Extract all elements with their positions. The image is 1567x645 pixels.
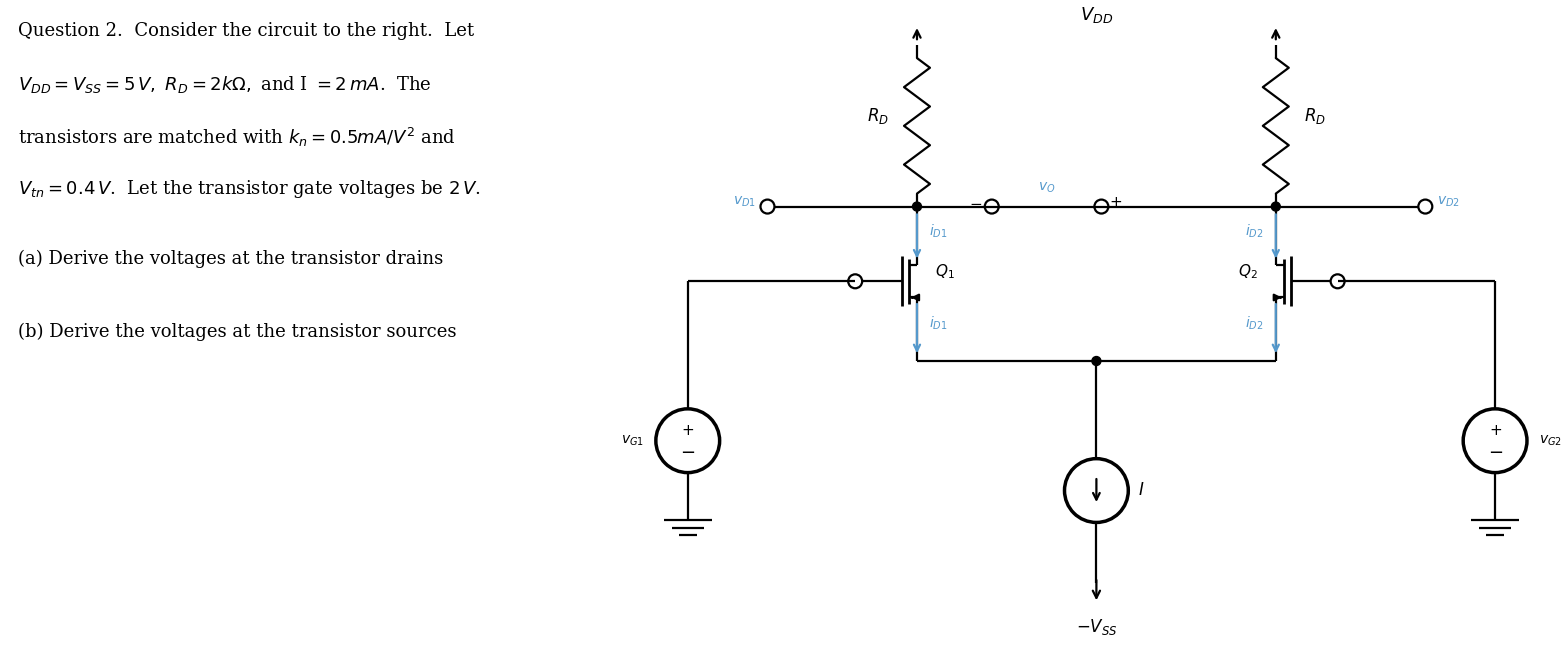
Text: $V_{DD} = V_{SS} = 5\,V,\ R_D = 2k\Omega,$ and I $= 2\,mA$.  The: $V_{DD} = V_{SS} = 5\,V,\ R_D = 2k\Omega… [17, 74, 431, 95]
Text: $i_{D2}$: $i_{D2}$ [1246, 223, 1265, 240]
Text: $+$: $+$ [1489, 423, 1501, 438]
Text: $i_{D1}$: $i_{D1}$ [929, 315, 948, 332]
Text: $R_D$: $R_D$ [1304, 106, 1326, 126]
Text: transistors are matched with $k_n = 0.5mA/V^2$ and: transistors are matched with $k_n = 0.5m… [17, 126, 456, 149]
Text: $I$: $I$ [1138, 482, 1145, 499]
Text: $+$: $+$ [682, 423, 694, 438]
Text: $R_D$: $R_D$ [867, 106, 888, 126]
Text: $Q_1$: $Q_1$ [935, 262, 954, 281]
Circle shape [1092, 357, 1102, 366]
Text: $i_{D1}$: $i_{D1}$ [929, 223, 948, 240]
Text: $i_{D2}$: $i_{D2}$ [1246, 315, 1265, 332]
Circle shape [912, 202, 921, 211]
Text: $v_{G1}$: $v_{G1}$ [621, 433, 644, 448]
Text: $-$: $-$ [1487, 442, 1503, 460]
Text: (b) Derive the voltages at the transistor sources: (b) Derive the voltages at the transisto… [17, 322, 456, 341]
Text: $Q_2$: $Q_2$ [1238, 262, 1258, 281]
Text: (a) Derive the voltages at the transistor drains: (a) Derive the voltages at the transisto… [17, 250, 443, 268]
Text: $V_{DD}$: $V_{DD}$ [1080, 5, 1113, 25]
Text: $-$: $-$ [680, 442, 696, 460]
Text: $-$: $-$ [968, 195, 983, 210]
Text: $v_{D1}$: $v_{D1}$ [733, 194, 755, 209]
Circle shape [1271, 202, 1280, 211]
Text: $-V_{SS}$: $-V_{SS}$ [1075, 617, 1117, 637]
Text: $v_{G2}$: $v_{G2}$ [1539, 433, 1562, 448]
Text: $+$: $+$ [1109, 195, 1122, 210]
Text: $V_{tn} = 0.4\,V$.  Let the transistor gate voltages be $2\,V$.: $V_{tn} = 0.4\,V$. Let the transistor ga… [17, 177, 481, 200]
Text: $v_{D2}$: $v_{D2}$ [1437, 194, 1460, 209]
Text: Question 2.  Consider the circuit to the right.  Let: Question 2. Consider the circuit to the … [17, 22, 475, 40]
Text: $v_O$: $v_O$ [1037, 180, 1055, 195]
